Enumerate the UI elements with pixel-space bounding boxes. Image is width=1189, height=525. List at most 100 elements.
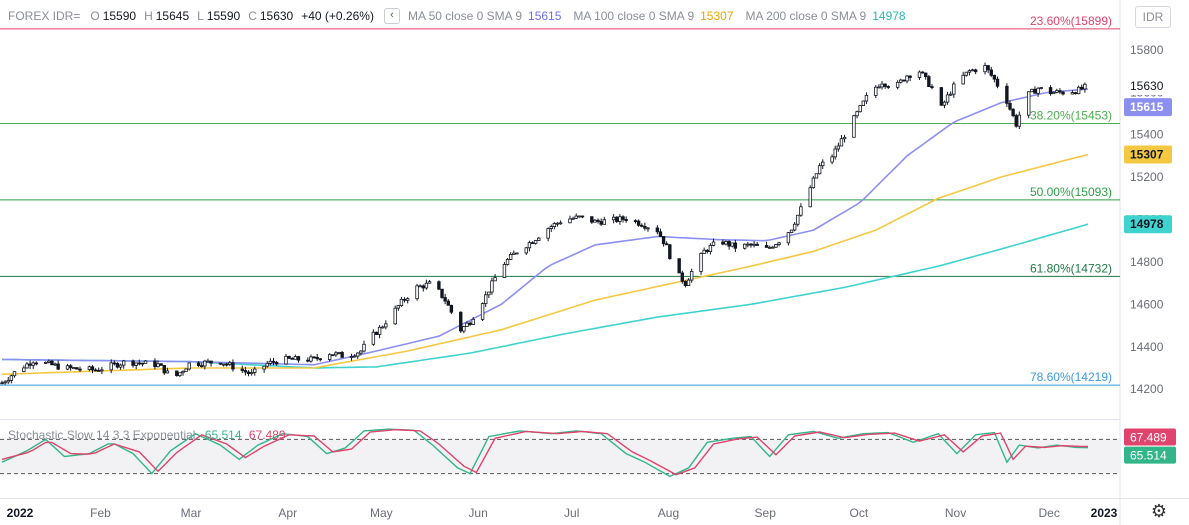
ma100-label[interactable]: MA 100 close 0 SMA 9	[573, 9, 695, 23]
candle-body	[446, 300, 450, 306]
candle	[689, 268, 694, 283]
candle-body	[792, 223, 797, 231]
collapse-legend-icon[interactable]: ‹	[383, 8, 400, 24]
candle	[874, 85, 878, 99]
candle	[905, 74, 909, 84]
candle	[699, 252, 703, 275]
candle	[78, 366, 82, 373]
candle	[677, 258, 681, 274]
candle	[221, 363, 226, 367]
candle	[87, 365, 92, 372]
candle-body	[593, 219, 597, 223]
candle	[864, 92, 869, 105]
candle-body	[0, 382, 4, 385]
candle-body	[327, 354, 332, 360]
candle-body	[165, 370, 170, 374]
candle-body	[786, 232, 791, 244]
candle	[833, 145, 837, 160]
open-label: O	[90, 9, 100, 23]
candle-body	[814, 173, 819, 179]
currency-button[interactable]: IDR	[1135, 6, 1171, 28]
candle	[774, 243, 778, 248]
candle	[986, 65, 990, 74]
ma100-line	[1, 153, 1089, 376]
candle-body	[811, 177, 816, 189]
ma200-label[interactable]: MA 200 close 0 SMA 9	[745, 9, 867, 23]
candle-body	[1008, 102, 1012, 110]
candle-body	[418, 285, 422, 288]
candle	[484, 291, 488, 307]
low-label: L	[197, 9, 204, 23]
candle-body	[970, 69, 975, 72]
candle-body	[97, 369, 101, 372]
candle	[243, 366, 248, 376]
candle-body	[184, 368, 188, 372]
candle-body	[78, 368, 82, 371]
candle	[90, 365, 95, 374]
candle-body	[218, 362, 223, 365]
price-badge	[1124, 145, 1172, 164]
candle	[187, 362, 191, 371]
candle-body	[880, 83, 884, 88]
candle-body	[886, 86, 890, 88]
candle	[6, 377, 10, 385]
settings-gear-icon[interactable]: ⚙	[1150, 501, 1167, 521]
candle	[602, 216, 606, 225]
stochastic-k-value: 65.514	[204, 428, 242, 442]
candle-body	[967, 70, 972, 73]
candle	[821, 159, 825, 169]
candle	[184, 368, 188, 372]
candle	[789, 229, 794, 234]
candle-body	[689, 271, 694, 281]
candle	[290, 357, 294, 360]
candle-body	[131, 360, 135, 366]
candle	[159, 363, 163, 366]
candle	[552, 222, 557, 230]
candle-body	[374, 331, 379, 335]
candle-body	[596, 219, 600, 222]
stochastic-label[interactable]: Stochastic Slow 14 3 3 Exponential	[8, 428, 196, 442]
candle	[34, 361, 39, 366]
candle-body	[658, 231, 663, 237]
candle-body	[618, 216, 622, 222]
candle	[31, 361, 35, 369]
candle-body	[905, 75, 909, 82]
candle-body	[340, 352, 344, 358]
candle	[421, 284, 425, 292]
price-badge-label: 15307	[1130, 147, 1164, 161]
candle	[356, 352, 360, 359]
candle	[118, 363, 123, 370]
candle	[427, 279, 432, 284]
candle-body	[122, 360, 126, 366]
candle-body	[746, 243, 750, 246]
candle	[68, 364, 73, 371]
candle-body	[203, 360, 207, 367]
candle-body	[427, 281, 432, 284]
candle	[449, 304, 454, 315]
candle	[530, 241, 535, 245]
candle-body	[724, 240, 728, 245]
candle-body	[440, 288, 444, 298]
candle-body	[733, 242, 738, 249]
candle	[771, 245, 775, 249]
candle-body	[271, 360, 276, 363]
candle	[777, 241, 781, 247]
candle-body	[1073, 92, 1078, 95]
symbol-name[interactable]: FOREX IDR=	[8, 9, 81, 23]
candle-body	[156, 363, 160, 368]
candle-body	[334, 352, 338, 356]
candle-body	[749, 243, 753, 246]
candle-body	[799, 206, 803, 216]
candle	[558, 220, 563, 225]
candle-body	[137, 362, 142, 365]
candle-body	[243, 370, 248, 373]
candle-body	[415, 285, 419, 300]
candle	[28, 360, 32, 370]
candle	[590, 216, 594, 224]
candle	[727, 240, 731, 250]
ma50-label[interactable]: MA 50 close 0 SMA 9	[407, 9, 523, 23]
candle-body	[6, 379, 10, 383]
candle	[1005, 83, 1009, 107]
candle	[764, 241, 769, 248]
